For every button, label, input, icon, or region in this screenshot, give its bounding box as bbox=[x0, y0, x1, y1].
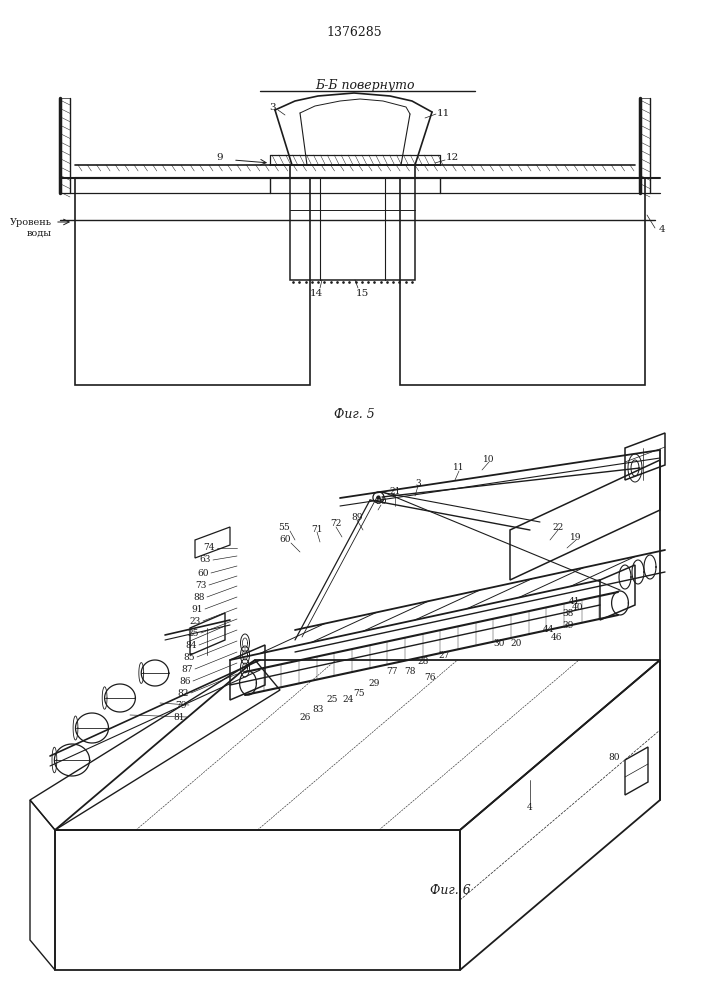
Text: 4: 4 bbox=[659, 226, 665, 234]
Text: 87: 87 bbox=[182, 664, 193, 674]
Text: 77: 77 bbox=[386, 668, 398, 676]
Text: Б-Б повернуто: Б-Б повернуто bbox=[315, 79, 415, 92]
Text: 80: 80 bbox=[608, 752, 620, 762]
Text: 25: 25 bbox=[326, 696, 338, 704]
Text: 1376285: 1376285 bbox=[326, 25, 382, 38]
Text: 91: 91 bbox=[192, 604, 203, 613]
Text: 10: 10 bbox=[484, 454, 495, 464]
Text: 79: 79 bbox=[175, 700, 187, 710]
Text: 9: 9 bbox=[216, 153, 223, 162]
Text: 24: 24 bbox=[342, 696, 354, 704]
Text: 41: 41 bbox=[569, 596, 580, 605]
Text: 71: 71 bbox=[311, 524, 323, 534]
Text: 27: 27 bbox=[438, 650, 450, 660]
Text: 29: 29 bbox=[368, 678, 380, 688]
Text: 81: 81 bbox=[173, 712, 185, 722]
Text: 26: 26 bbox=[299, 714, 310, 722]
Text: 84: 84 bbox=[185, 641, 197, 650]
Text: 20: 20 bbox=[510, 640, 522, 648]
Text: 3: 3 bbox=[269, 103, 276, 111]
Text: 90: 90 bbox=[375, 497, 387, 506]
Text: 85: 85 bbox=[183, 652, 195, 662]
Text: 28: 28 bbox=[417, 656, 428, 666]
Text: 44: 44 bbox=[543, 626, 554, 635]
Text: 60: 60 bbox=[197, 568, 209, 578]
Text: 55: 55 bbox=[279, 524, 290, 532]
Text: 30: 30 bbox=[493, 640, 505, 648]
Text: 40: 40 bbox=[572, 602, 583, 611]
Text: 14: 14 bbox=[310, 290, 322, 298]
Text: 11: 11 bbox=[453, 464, 464, 473]
Text: Фиг. 5: Фиг. 5 bbox=[334, 408, 375, 422]
Text: 76: 76 bbox=[424, 674, 436, 682]
Text: 25: 25 bbox=[187, 629, 199, 638]
Text: 89: 89 bbox=[351, 512, 363, 522]
Text: 4: 4 bbox=[527, 804, 533, 812]
Text: Фиг. 6: Фиг. 6 bbox=[430, 884, 470, 896]
Text: 39: 39 bbox=[562, 620, 573, 630]
Text: 3: 3 bbox=[415, 479, 421, 488]
Text: 23: 23 bbox=[189, 616, 201, 626]
Text: 88: 88 bbox=[194, 592, 205, 601]
Text: 60: 60 bbox=[279, 536, 291, 544]
Text: 21: 21 bbox=[390, 488, 401, 496]
Text: 83: 83 bbox=[312, 704, 324, 714]
Text: 22: 22 bbox=[552, 522, 563, 532]
Text: 75: 75 bbox=[354, 688, 365, 698]
Text: 73: 73 bbox=[196, 580, 207, 589]
Text: Уровень
воды: Уровень воды bbox=[10, 218, 52, 238]
Text: 74: 74 bbox=[204, 544, 215, 552]
Text: 12: 12 bbox=[445, 153, 459, 162]
Text: 46: 46 bbox=[551, 634, 563, 643]
Text: 72: 72 bbox=[330, 520, 341, 528]
Text: 86: 86 bbox=[180, 676, 191, 686]
Text: 38: 38 bbox=[562, 608, 573, 617]
Text: 19: 19 bbox=[571, 532, 582, 542]
Text: 63: 63 bbox=[199, 556, 211, 564]
Text: 11: 11 bbox=[436, 109, 450, 118]
Text: 78: 78 bbox=[404, 668, 416, 676]
Text: 15: 15 bbox=[356, 290, 368, 298]
Text: 82: 82 bbox=[177, 688, 189, 698]
